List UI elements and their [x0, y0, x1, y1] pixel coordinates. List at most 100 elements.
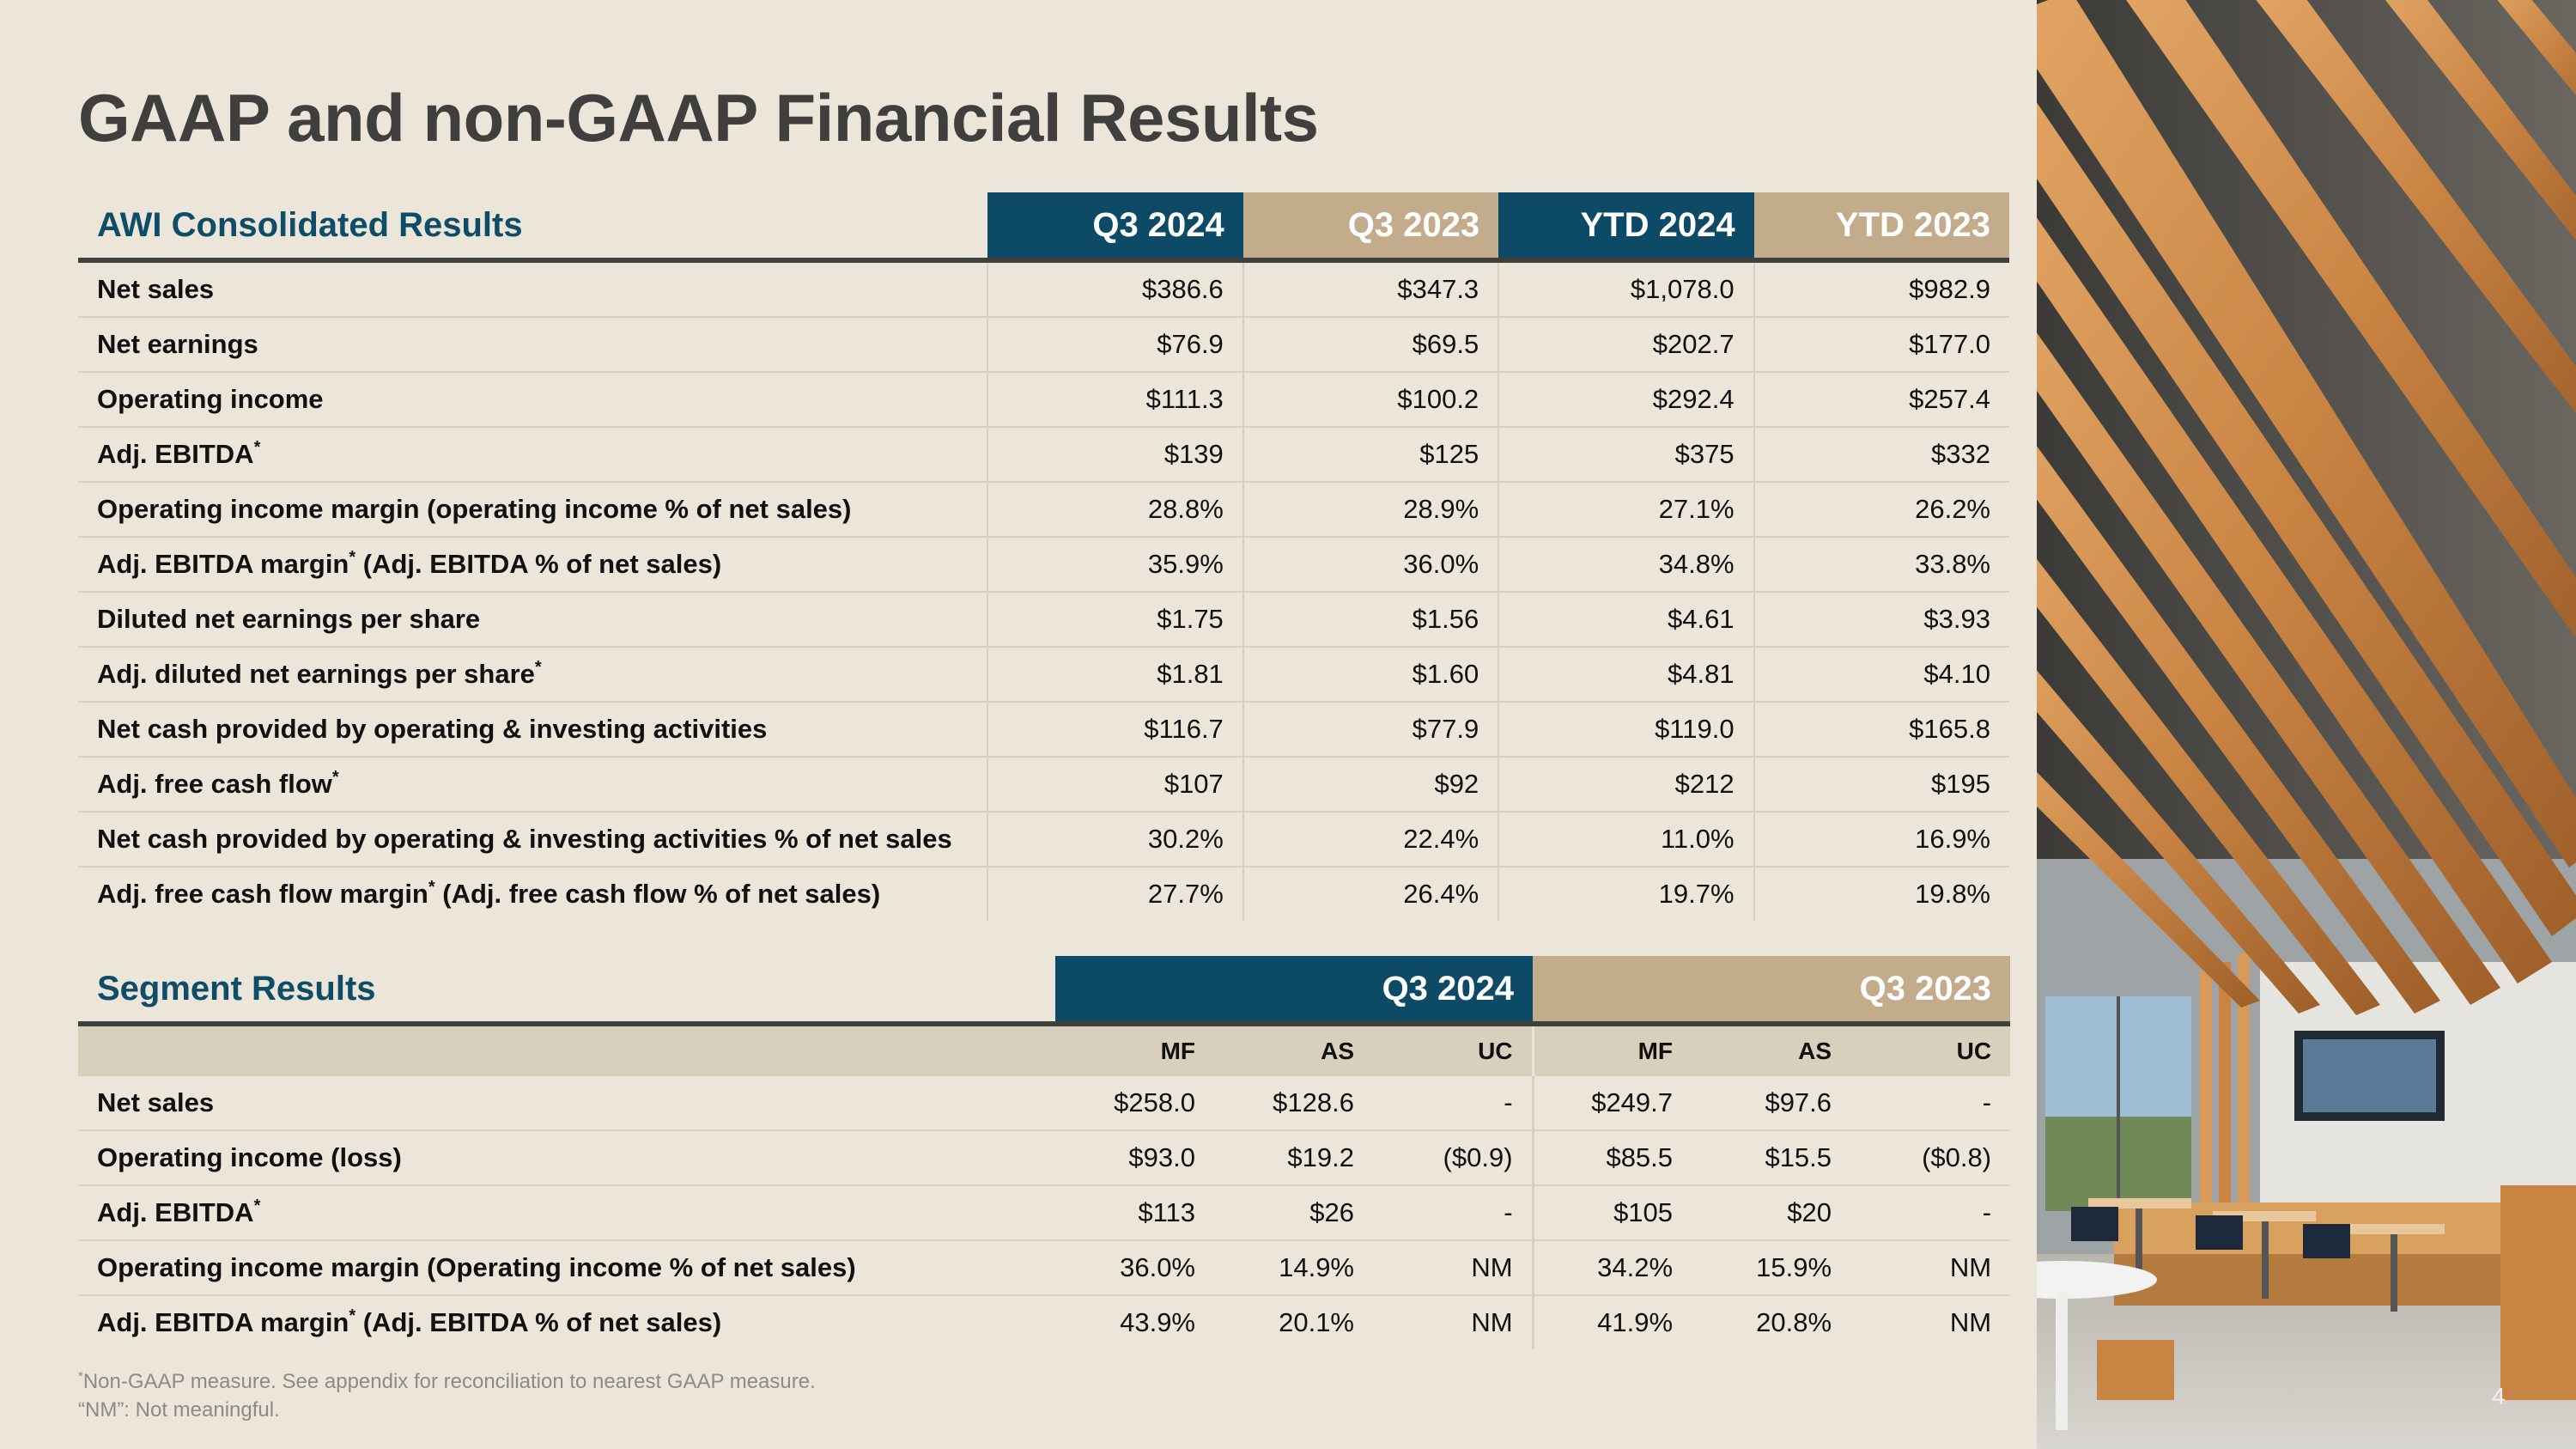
table-cell: $165.8	[1753, 702, 2009, 758]
table-row: Adj. diluted net earnings per share* $1.…	[78, 647, 2009, 703]
table-cell: 30.2%	[987, 812, 1243, 868]
footnote-non-gaap: *Non-GAAP measure. See appendix for reco…	[78, 1369, 816, 1393]
row-label: Diluted net earnings per share	[78, 592, 988, 648]
table-cell: $125	[1242, 427, 1499, 483]
interior-photo	[2037, 0, 2576, 1449]
row-label: Net cash provided by operating & investi…	[78, 812, 988, 868]
table-cell: $212	[1498, 757, 1754, 813]
table-cell: $1.60	[1242, 647, 1499, 703]
table-cell: $1.56	[1242, 592, 1499, 648]
table-cell: $3.93	[1753, 592, 2009, 648]
table-row: Operating income (loss) $93.0 $19.2 ($0.…	[78, 1130, 2011, 1186]
table-cell: $116.7	[987, 702, 1243, 758]
table-cell: $26	[1214, 1185, 1373, 1241]
table-cell: $195	[1753, 757, 2009, 813]
table-cell: $76.9	[987, 317, 1243, 373]
table-row: Adj. EBITDA* $113 $26 - $105 $20 -	[78, 1185, 2011, 1241]
subheader-mf: MF	[1055, 1024, 1214, 1076]
table-cell: 34.8%	[1498, 537, 1754, 593]
table-cell: $77.9	[1242, 702, 1499, 758]
table-cell: $332	[1753, 427, 2009, 483]
table-cell: -	[1373, 1185, 1534, 1241]
row-label: Adj. diluted net earnings per share*	[78, 647, 988, 703]
table-cell: 19.8%	[1753, 867, 2009, 921]
table-cell: $69.5	[1242, 317, 1499, 373]
table-cell: 20.1%	[1279, 1307, 1354, 1337]
table-cell: NM	[1949, 1307, 1992, 1337]
row-label: Adj. free cash flow*	[78, 757, 988, 813]
row-label: Adj. EBITDA*	[78, 1185, 1055, 1241]
segment-table-body: Net sales $258.0 $128.6 - $249.7 $97.6 -…	[78, 1076, 2011, 1349]
table-cell: $258.0	[1055, 1076, 1214, 1131]
table-cell: 20.8%	[1756, 1307, 1832, 1337]
column-header-q3-2024: Q3 2024	[987, 192, 1243, 263]
table-cell: $375	[1498, 427, 1754, 483]
row-label: Net earnings	[78, 317, 988, 373]
table-cell: $982.9	[1753, 260, 2009, 318]
table-cell: $4.10	[1753, 647, 2009, 703]
footnotes: *Non-GAAP measure. See appendix for reco…	[78, 1367, 816, 1424]
table-cell: 14.9%	[1214, 1240, 1373, 1296]
footnote-nm: “NM”: Not meaningful.	[78, 1398, 280, 1422]
row-label: Operating income	[78, 372, 988, 428]
table-row: Net cash provided by operating & investi…	[78, 702, 2009, 758]
table-cell: $386.6	[987, 260, 1243, 318]
table-row: Operating income margin (Operating incom…	[78, 1240, 2011, 1296]
row-label: Net cash provided by operating & investi…	[78, 702, 988, 758]
segment-subheader-row: MF AS UC MF AS UC	[78, 1024, 2011, 1076]
table-cell: 26.4%	[1242, 867, 1499, 921]
table-cell: 36.0%	[1242, 537, 1499, 593]
table-row: Adj. EBITDA margin* (Adj. EBITDA % of ne…	[78, 1295, 2010, 1349]
group-header-q3-2023: Q3 2023	[1533, 956, 2011, 1026]
table-row: Adj. free cash flow* $107 $92 $212 $195	[78, 757, 2009, 813]
row-label: Operating income margin (operating incom…	[78, 482, 988, 538]
table-cell: 15.9%	[1692, 1240, 1851, 1296]
table-row: Adj. EBITDA* $139 $125 $375 $332	[78, 427, 2009, 483]
table-cell: 35.9%	[987, 537, 1243, 593]
row-label: Operating income (loss)	[78, 1130, 1055, 1186]
page-number: 4	[2492, 1383, 2506, 1409]
table-row: Diluted net earnings per share $1.75 $1.…	[78, 592, 2009, 648]
column-header-ytd-2023: YTD 2023	[1753, 192, 2009, 263]
table-row: Net sales $386.6 $347.3 $1,078.0 $982.9	[78, 260, 2009, 318]
row-label: Adj. EBITDA margin* (Adj. EBITDA % of ne…	[78, 537, 988, 593]
table-cell: 43.9%	[1120, 1307, 1195, 1337]
table-row: Operating income margin (operating incom…	[78, 482, 2009, 538]
consolidated-table-body: Net sales $386.6 $347.3 $1,078.0 $982.9 …	[78, 260, 2009, 921]
table-cell: $100.2	[1242, 372, 1499, 428]
table-cell: $202.7	[1498, 317, 1754, 373]
table-cell: ($0.8)	[1850, 1130, 2011, 1186]
table-cell: NM	[1373, 1240, 1534, 1296]
table-cell: NM	[1850, 1240, 2011, 1296]
consolidated-section-label: AWI Consolidated Results	[78, 192, 988, 263]
row-label: Adj. EBITDA margin* (Adj. EBITDA % of ne…	[97, 1306, 722, 1337]
table-cell: 27.7%	[987, 867, 1243, 921]
row-label: Adj. free cash flow margin* (Adj. free c…	[97, 878, 881, 909]
column-header-q3-2023: Q3 2023	[1242, 192, 1499, 263]
subheader-as: AS	[1692, 1024, 1851, 1076]
table-cell: 26.2%	[1753, 482, 2009, 538]
table-cell: $20	[1692, 1185, 1851, 1241]
table-cell: $111.3	[987, 372, 1243, 428]
segment-section-label: Segment Results	[78, 956, 1055, 1026]
table-cell: $113	[1055, 1185, 1214, 1241]
table-cell: $93.0	[1055, 1130, 1214, 1186]
table-cell: $4.61	[1498, 592, 1754, 648]
table-cell: -	[1850, 1185, 2011, 1241]
table-cell: $1.81	[987, 647, 1243, 703]
table-cell: $128.6	[1214, 1076, 1373, 1131]
table-cell: $119.0	[1498, 702, 1754, 758]
consolidated-results-table: AWI Consolidated Results Q3 2024 Q3 2023…	[78, 192, 2009, 921]
table-cell: -	[1850, 1076, 2011, 1131]
table-cell: $85.5	[1531, 1130, 1692, 1186]
table-cell: $249.7	[1531, 1076, 1692, 1131]
table-cell: 41.9%	[1531, 1295, 1692, 1349]
table-row: Net earnings $76.9 $69.5 $202.7 $177.0	[78, 317, 2009, 373]
table-row: Operating income $111.3 $100.2 $292.4 $2…	[78, 372, 2009, 428]
table-cell: 16.9%	[1753, 812, 2009, 868]
table-cell: $1.75	[987, 592, 1243, 648]
table-row: Adj. free cash flow margin* (Adj. free c…	[78, 867, 2009, 921]
table-cell: $107	[987, 757, 1243, 813]
table-cell: $1,078.0	[1498, 260, 1754, 318]
subheader-uc: UC	[1373, 1024, 1534, 1076]
